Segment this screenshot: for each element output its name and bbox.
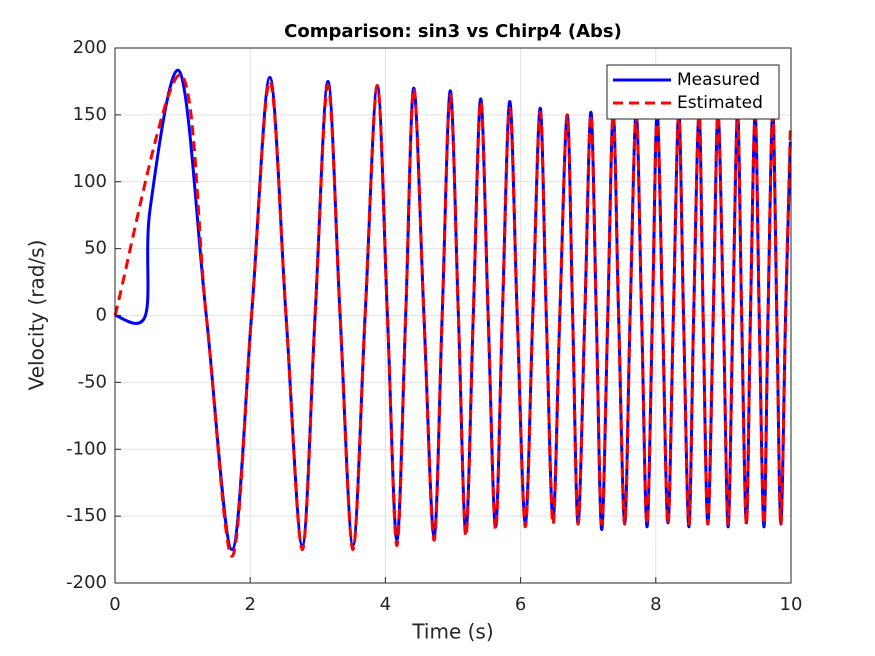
y-tick-label: -150 bbox=[66, 505, 107, 526]
x-axis-label: Time (s) bbox=[411, 620, 493, 644]
x-tick-label: 4 bbox=[380, 594, 391, 615]
y-tick-label: -100 bbox=[66, 438, 107, 459]
y-tick-label: -200 bbox=[66, 572, 107, 593]
chart-title: Comparison: sin3 vs Chirp4 (Abs) bbox=[284, 21, 622, 42]
legend-label: Estimated bbox=[677, 93, 763, 113]
y-tick-label: 100 bbox=[73, 171, 107, 192]
x-tick-label: 8 bbox=[650, 594, 661, 615]
y-tick-label: 200 bbox=[73, 37, 107, 58]
series-line bbox=[113, 73, 792, 558]
x-tick-label: 2 bbox=[244, 594, 255, 615]
y-tick-label: 150 bbox=[73, 104, 107, 125]
y-tick-label: 0 bbox=[96, 305, 107, 326]
y-tick-label: -50 bbox=[78, 371, 107, 392]
y-axis-label: Velocity (rad/s) bbox=[25, 240, 49, 391]
x-tick-label: 10 bbox=[780, 594, 803, 615]
legend-box bbox=[606, 64, 780, 120]
y-tick-label: 50 bbox=[84, 238, 107, 259]
x-tick-label: 6 bbox=[515, 594, 526, 615]
legend-label: Measured bbox=[677, 70, 760, 90]
x-tick-label: 0 bbox=[109, 594, 120, 615]
